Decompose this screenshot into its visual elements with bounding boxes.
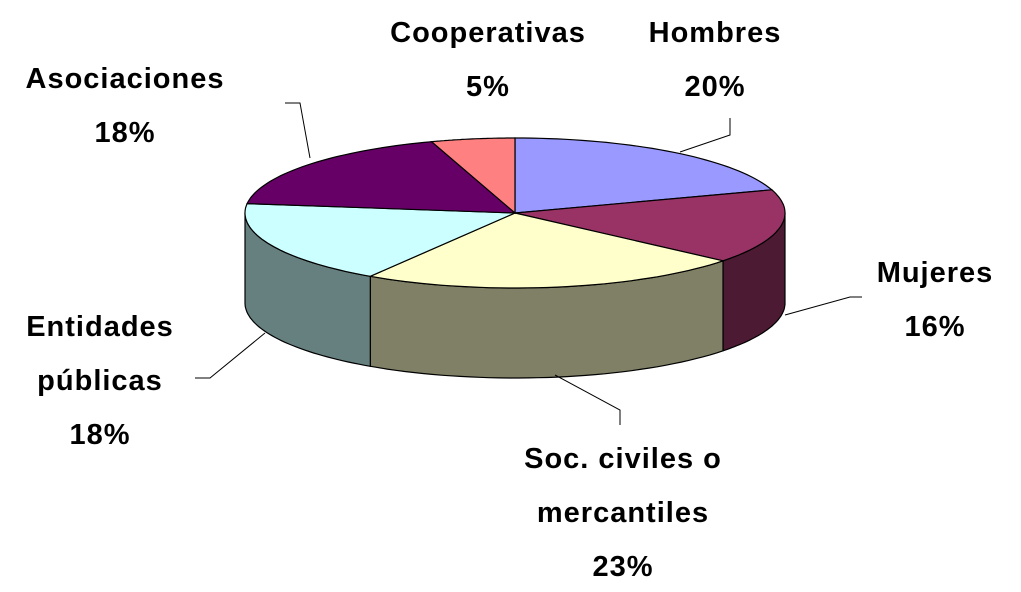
- slice: [514, 137, 774, 214]
- slice-label: Entidades públicas 18%: [5, 300, 195, 462]
- value-label: 16%: [904, 311, 966, 343]
- slice: [368, 212, 726, 289]
- slice: [246, 141, 517, 214]
- value-label: 18%: [69, 419, 131, 451]
- category-label: Mujeres: [876, 257, 994, 289]
- slice-label: Cooperativas 5%: [358, 6, 618, 114]
- category-label: Hombres: [648, 17, 782, 49]
- leader-line: [679, 118, 731, 153]
- value-label: 23%: [592, 551, 654, 583]
- slice-label: Hombres 20%: [615, 6, 815, 114]
- slice: [430, 137, 516, 215]
- value-label: 18%: [94, 117, 156, 149]
- slice-label: Mujeres 16%: [855, 246, 1015, 354]
- category-label: Asociaciones: [25, 63, 225, 95]
- leader-line: [784, 296, 862, 316]
- leader-line: [554, 374, 621, 425]
- leader-line: [195, 332, 266, 379]
- value-label: 20%: [684, 71, 746, 103]
- slice-label: Asociaciones 18%: [5, 52, 245, 160]
- slice-label: Soc. civiles o mercantiles 23%: [493, 432, 753, 592]
- slice: [514, 189, 786, 262]
- category-label: Cooperativas: [390, 17, 586, 49]
- value-label: 5%: [466, 71, 510, 103]
- category-label: Entidades públicas: [26, 311, 174, 397]
- category-label: Soc. civiles o mercantiles: [524, 443, 722, 529]
- leader-line: [285, 102, 311, 159]
- slice: [244, 202, 516, 277]
